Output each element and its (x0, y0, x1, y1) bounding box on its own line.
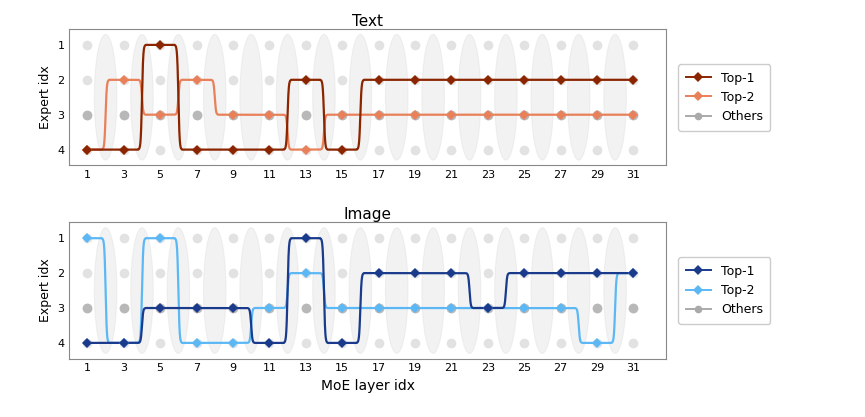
Ellipse shape (349, 35, 372, 160)
Ellipse shape (276, 35, 298, 160)
Ellipse shape (203, 228, 226, 353)
Ellipse shape (167, 35, 189, 160)
Ellipse shape (567, 228, 590, 353)
Ellipse shape (604, 228, 626, 353)
Ellipse shape (495, 35, 517, 160)
Ellipse shape (531, 35, 554, 160)
Ellipse shape (167, 228, 189, 353)
Ellipse shape (458, 228, 481, 353)
Ellipse shape (458, 35, 481, 160)
Ellipse shape (94, 228, 117, 353)
Legend: Top-1, Top-2, Others: Top-1, Top-2, Others (678, 257, 770, 324)
Ellipse shape (203, 35, 226, 160)
Ellipse shape (131, 228, 153, 353)
Ellipse shape (422, 35, 445, 160)
Ellipse shape (94, 35, 117, 160)
Ellipse shape (276, 228, 298, 353)
Ellipse shape (312, 228, 336, 353)
X-axis label: MoE layer idx: MoE layer idx (321, 379, 414, 393)
Ellipse shape (240, 228, 262, 353)
Ellipse shape (495, 228, 517, 353)
Y-axis label: Expert idx: Expert idx (39, 259, 52, 322)
Ellipse shape (531, 228, 554, 353)
Ellipse shape (604, 35, 626, 160)
Y-axis label: Expert idx: Expert idx (39, 65, 52, 129)
Ellipse shape (386, 35, 408, 160)
Ellipse shape (349, 228, 372, 353)
Ellipse shape (567, 35, 590, 160)
Ellipse shape (240, 35, 262, 160)
Title: Image: Image (343, 208, 392, 223)
Ellipse shape (422, 228, 445, 353)
Ellipse shape (386, 228, 408, 353)
Title: Text: Text (352, 14, 383, 29)
Ellipse shape (131, 35, 153, 160)
Legend: Top-1, Top-2, Others: Top-1, Top-2, Others (678, 64, 770, 131)
Ellipse shape (312, 35, 336, 160)
